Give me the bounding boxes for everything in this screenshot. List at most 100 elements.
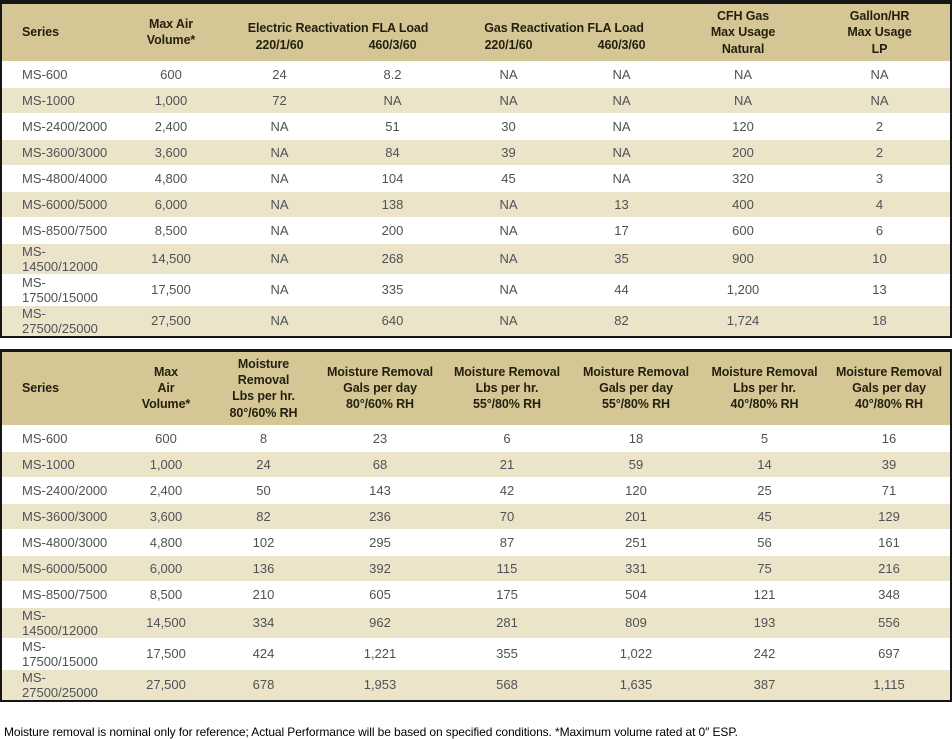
col-header-gas-reactivation-group: Gas Reactivation FLA Load <box>451 4 678 38</box>
table-row: MS-600 600 24 8.2 NA NA NA NA <box>2 60 951 88</box>
reactivation-fla-table: Series Max Air Volume* Electric Reactiva… <box>0 0 952 338</box>
value-cell: NA <box>334 86 452 114</box>
series-cell: MS-27500/25000 <box>2 668 122 700</box>
value-cell: 640 <box>334 304 452 336</box>
col-header-max-air-volume: Max Air Volume* <box>122 351 210 426</box>
value-cell: 17,500 <box>122 637 210 670</box>
value-cell: 13 <box>809 273 951 306</box>
table-row: MS-6000/5000 6,000 NA 138 NA 13 400 4 <box>2 190 951 218</box>
series-cell: MS-1000 <box>2 450 122 478</box>
value-cell: 39 <box>451 138 567 166</box>
series-cell: MS-3600/3000 <box>2 502 122 530</box>
value-cell: 120 <box>571 476 701 504</box>
value-cell: NA <box>566 164 678 192</box>
table-row: MS-14500/12000 14,500 NA 268 NA 35 900 10 <box>2 242 951 275</box>
value-cell: 400 <box>677 190 810 218</box>
col-header-lbs-hr-80-60: Moisture Removal Lbs per hr. 80°/60% RH <box>210 351 317 426</box>
value-cell: 2 <box>809 112 951 140</box>
value-cell: NA <box>566 86 678 114</box>
value-cell: 1,200 <box>677 273 810 306</box>
value-cell: 121 <box>701 580 828 608</box>
value-cell: 115 <box>443 554 571 582</box>
value-cell: 504 <box>571 580 701 608</box>
value-cell: NA <box>451 216 567 244</box>
value-cell: 600 <box>677 216 810 244</box>
value-cell: 201 <box>571 502 701 530</box>
value-cell: 6,000 <box>117 190 225 218</box>
value-cell: NA <box>225 190 334 218</box>
value-cell: 138 <box>334 190 452 218</box>
value-cell: 242 <box>701 637 828 670</box>
value-cell: 17,500 <box>117 273 225 306</box>
value-cell: 161 <box>828 528 950 556</box>
value-cell: 200 <box>677 138 810 166</box>
series-cell: MS-1000 <box>2 86 117 114</box>
table-row: MS-6000/5000 6,000 136 392 115 331 75 216 <box>2 554 950 582</box>
series-cell: MS-27500/25000 <box>2 304 117 336</box>
value-cell: 2 <box>809 138 951 166</box>
value-cell: 331 <box>571 554 701 582</box>
value-cell: 45 <box>701 502 828 530</box>
value-cell: 251 <box>571 528 701 556</box>
col-header-gals-day-40-80: Moisture Removal Gals per day 40°/80% RH <box>828 351 950 426</box>
value-cell: 30 <box>451 112 567 140</box>
series-cell: MS-17500/15000 <box>2 637 122 670</box>
value-cell: 6,000 <box>122 554 210 582</box>
value-cell: 1,000 <box>122 450 210 478</box>
table-row: MS-8500/7500 8,500 NA 200 NA 17 600 6 <box>2 216 951 244</box>
table-row: MS-3600/3000 3,600 NA 84 39 NA 200 2 <box>2 138 951 166</box>
moisture-removal-table-grid: Series Max Air Volume* Moisture Removal … <box>2 351 950 700</box>
table-row: MS-14500/12000 14,500 334 962 281 809 193 556 <box>2 606 950 639</box>
value-cell: 175 <box>443 580 571 608</box>
value-cell: 82 <box>210 502 317 530</box>
footnote: Moisture removal is nominal only for ref… <box>4 724 738 739</box>
value-cell: 600 <box>117 60 225 88</box>
col-header-gals-day-80-60: Moisture Removal Gals per day 80°/60% RH <box>317 351 443 426</box>
value-cell: 104 <box>334 164 452 192</box>
series-cell: MS-3600/3000 <box>2 138 117 166</box>
value-cell: 200 <box>334 216 452 244</box>
col-subheader-electric-460-3-60: 460/3/60 <box>334 37 452 62</box>
table-row: MS-2400/2000 2,400 50 143 42 120 25 71 <box>2 476 950 504</box>
value-cell: 4,800 <box>122 528 210 556</box>
value-cell: 216 <box>828 554 950 582</box>
value-cell: 424 <box>210 637 317 670</box>
value-cell: 45 <box>451 164 567 192</box>
value-cell: NA <box>566 112 678 140</box>
value-cell: 102 <box>210 528 317 556</box>
value-cell: NA <box>225 304 334 336</box>
value-cell: 3,600 <box>117 138 225 166</box>
value-cell: 6 <box>809 216 951 244</box>
value-cell: 10 <box>809 242 951 275</box>
moisture-table-header: Series Max Air Volume* Moisture Removal … <box>2 351 950 426</box>
value-cell: 1,022 <box>571 637 701 670</box>
table-row: MS-4800/4000 4,800 NA 104 45 NA 320 3 <box>2 164 951 192</box>
value-cell: NA <box>566 60 678 88</box>
value-cell: 39 <box>828 450 950 478</box>
value-cell: 14,500 <box>117 242 225 275</box>
value-cell: 281 <box>443 606 571 639</box>
value-cell: 84 <box>334 138 452 166</box>
value-cell: 68 <box>317 450 443 478</box>
table-row: MS-4800/3000 4,800 102 295 87 251 56 161 <box>2 528 950 556</box>
value-cell: 295 <box>317 528 443 556</box>
value-cell: 1,724 <box>677 304 810 336</box>
value-cell: NA <box>566 138 678 166</box>
value-cell: 4 <box>809 190 951 218</box>
value-cell: 72 <box>225 86 334 114</box>
value-cell: 1,000 <box>117 86 225 114</box>
table-row: MS-3600/3000 3,600 82 236 70 201 45 129 <box>2 502 950 530</box>
value-cell: NA <box>451 242 567 275</box>
value-cell: 75 <box>701 554 828 582</box>
col-header-electric-reactivation-group: Electric Reactivation FLA Load <box>225 4 452 38</box>
value-cell: 25 <box>701 476 828 504</box>
value-cell: 392 <box>317 554 443 582</box>
reactivation-table-header: Series Max Air Volume* Electric Reactiva… <box>2 4 951 62</box>
value-cell: 962 <box>317 606 443 639</box>
value-cell: NA <box>677 60 810 88</box>
value-cell: NA <box>225 138 334 166</box>
table-row: MS-600 600 8 23 6 18 5 16 <box>2 424 950 452</box>
value-cell: 556 <box>828 606 950 639</box>
value-cell: 18 <box>809 304 951 336</box>
value-cell: 17 <box>566 216 678 244</box>
